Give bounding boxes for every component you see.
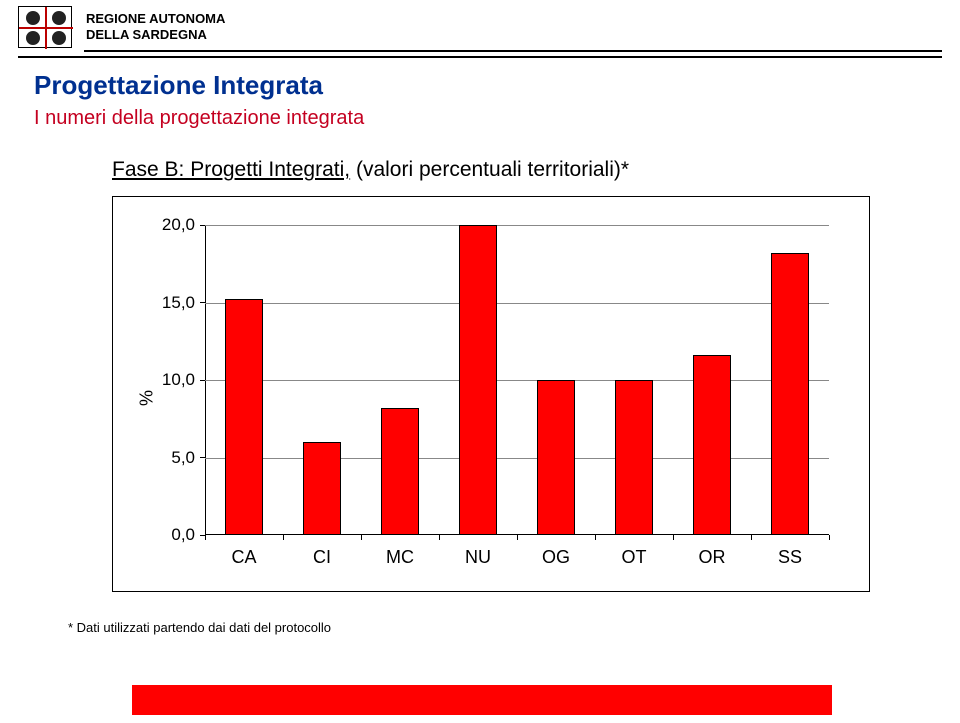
y-tick — [200, 457, 205, 458]
bar — [459, 225, 496, 535]
x-tick-label: CA — [231, 547, 256, 568]
bar — [615, 380, 652, 535]
footer-bar — [132, 685, 832, 715]
x-tick-label: SS — [778, 547, 802, 568]
footnote: * Dati utilizzati partendo dai dati del … — [68, 620, 926, 635]
grid-line — [205, 225, 829, 226]
grid-line — [205, 303, 829, 304]
y-tick-label: 20,0 — [133, 215, 195, 235]
x-tick-label: NU — [465, 547, 491, 568]
bar — [693, 355, 730, 535]
yaxis-title: % — [137, 390, 158, 406]
grid-line — [205, 458, 829, 459]
y-tick — [200, 225, 205, 226]
bar — [537, 380, 574, 535]
org-line2: DELLA SARDEGNA — [86, 27, 225, 43]
bar — [225, 299, 262, 535]
y-tick — [200, 302, 205, 303]
chart-frame: % CA CI MC NU OG OT OR SS 0,0 5,0 10,0 15,0 20,0 — [112, 196, 870, 592]
y-tick-label: 0,0 — [133, 525, 195, 545]
phase-rest: (valori percentuali territoriali)* — [350, 158, 629, 181]
plot-area — [205, 225, 829, 535]
x-tick-label: OR — [699, 547, 726, 568]
y-tick-label: 5,0 — [133, 448, 195, 468]
sardegna-logo-icon — [18, 6, 72, 48]
content: Progettazione Integrata I numeri della p… — [0, 58, 960, 635]
header-rule-short — [84, 50, 942, 52]
x-labels: CA CI MC NU OG OT OR SS — [205, 541, 829, 577]
org-line1: REGIONE AUTONOMA — [86, 11, 225, 27]
bar — [381, 408, 418, 535]
bar — [771, 253, 808, 535]
header: REGIONE AUTONOMA DELLA SARDEGNA — [0, 0, 960, 50]
grid-line — [205, 380, 829, 381]
org-name: REGIONE AUTONOMA DELLA SARDEGNA — [86, 11, 225, 42]
y-tick-label: 15,0 — [133, 293, 195, 313]
y-tick-label: 10,0 — [133, 370, 195, 390]
page-title: Progettazione Integrata — [34, 70, 926, 101]
x-tick-label: OT — [622, 547, 647, 568]
x-tick-label: MC — [386, 547, 414, 568]
x-tick-label: OG — [542, 547, 570, 568]
phase-label: Fase B: Progetti Integrati, (valori perc… — [112, 158, 926, 182]
phase-underlined: Fase B: Progetti Integrati, — [112, 158, 350, 181]
y-tick — [200, 380, 205, 381]
chart-area: % CACIMCNUOGOTORSS 0,05,010,015,020,0 — [133, 219, 839, 577]
page-subtitle: I numeri della progettazione integrata — [34, 107, 926, 130]
bar — [303, 442, 340, 535]
x-tick-label: CI — [313, 547, 331, 568]
